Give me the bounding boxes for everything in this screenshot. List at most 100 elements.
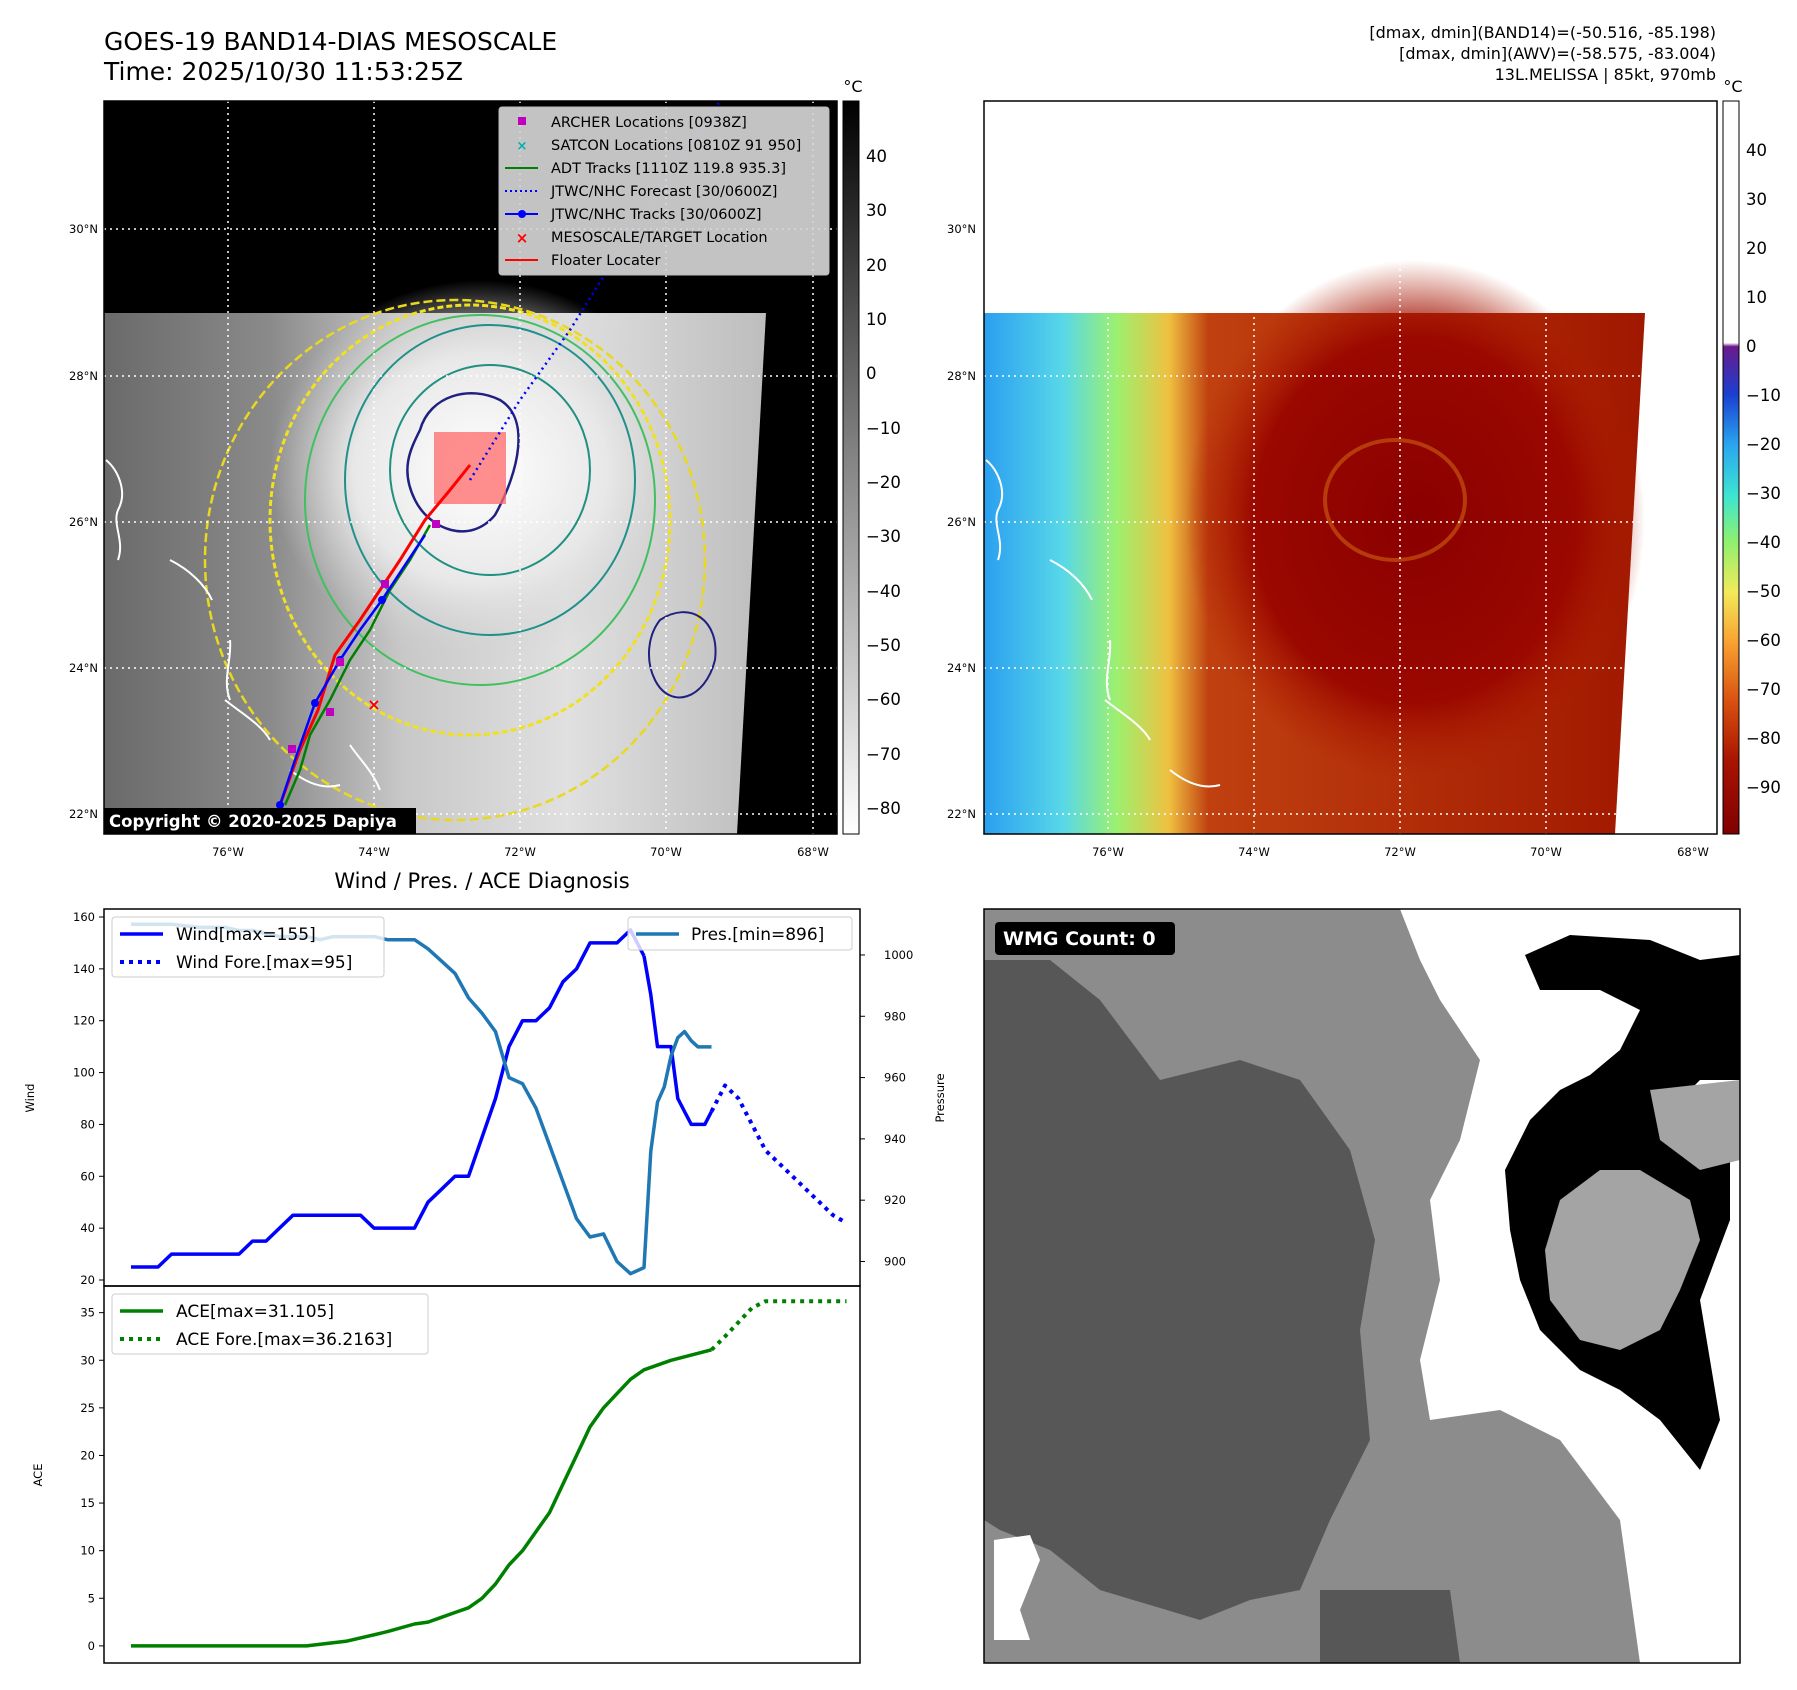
- archer-points: [288, 520, 440, 753]
- ace-ytick-label: 5: [88, 1591, 95, 1605]
- ace-legend-box: [111, 1293, 429, 1355]
- ir-panel: × ARCHER Locations [0938Z] × SATCON Loca…: [69, 77, 901, 859]
- awv-cb-tick: 40: [1746, 141, 1767, 160]
- wmg-gray-core: [1545, 1170, 1700, 1350]
- awv-lat-label: 24°N: [947, 661, 976, 675]
- awv-panel: °C 40 30 20 10 0 −10 −20 −30 −40 −50 −60…: [947, 77, 1781, 859]
- wmg-dark-region-south: [1320, 1590, 1460, 1663]
- legend-marker-nhc-dot: [518, 210, 526, 218]
- awv-cb-tick: −60: [1746, 631, 1781, 650]
- awv-cb-tick: −90: [1746, 778, 1781, 797]
- ir-cb-tick: −60: [866, 690, 901, 709]
- legend-floater: Floater Locater: [551, 253, 660, 269]
- pressure-legend: Pres.[min=896]: [627, 916, 853, 951]
- ir-colorbar-unit: °C: [843, 77, 862, 96]
- ir-lon-label: 72°W: [504, 845, 536, 859]
- awv-lat-label: 26°N: [947, 515, 976, 529]
- wind-legend-box: [111, 916, 385, 978]
- legend-target: MESOSCALE/TARGET Location: [551, 230, 768, 246]
- awv-lon-label: 74°W: [1238, 845, 1270, 859]
- contour-navy-east: [648, 611, 717, 699]
- awv-cb-tick: −50: [1746, 582, 1781, 601]
- ace-lines: [131, 1299, 847, 1648]
- ir-legend-box: [498, 106, 830, 276]
- ir-cb-tick: 0: [866, 364, 877, 383]
- contour-green: [304, 314, 656, 686]
- wmg-frame: [983, 908, 1741, 1664]
- ace-ytick-label: 10: [80, 1544, 95, 1558]
- legend-marker-archer: [518, 117, 526, 125]
- wind-ytick-label: 160: [73, 910, 95, 924]
- pressure-yticks: 900 920 940 960 980 1000: [860, 948, 913, 1268]
- ir-cb-tick: −10: [866, 419, 901, 438]
- ir-colorbar-ticks: 40 30 20 10 0 −10 −20 −30 −40 −50 −60 −7…: [866, 147, 901, 818]
- awv-cb-tick: −20: [1746, 435, 1781, 454]
- ir-cb-tick: −30: [866, 527, 901, 546]
- floater-locater-track: [278, 464, 472, 806]
- awv-cb-tick: 0: [1746, 337, 1757, 356]
- ace-ytick-label: 15: [80, 1496, 95, 1510]
- wmg-white-region-sw: [994, 1535, 1040, 1640]
- wmg-gray-upper: [1650, 1080, 1740, 1170]
- wind-ytick-label: 60: [80, 1169, 95, 1183]
- awv-lat-labels: 30°N 28°N 26°N 24°N 22°N: [947, 222, 976, 821]
- contour-teal: [344, 324, 636, 636]
- awv-lon-label: 72°W: [1384, 845, 1416, 859]
- ir-lat-label: 22°N: [69, 807, 98, 821]
- copyright-text: Copyright © 2020-2025 Dapiya: [109, 812, 397, 831]
- stats-line-2: [dmax, dmin](AWV)=(-58.575, -83.004): [1399, 44, 1716, 63]
- legend-archer: ARCHER Locations [0938Z]: [551, 115, 747, 131]
- wind-legend-label: Wind[max=155]: [176, 925, 316, 945]
- contour-yellow-outer: [203, 298, 707, 822]
- series-line-1: [642, 955, 714, 1127]
- ace-frame: [103, 1285, 861, 1664]
- awv-colorbar-unit: °C: [1723, 77, 1742, 96]
- pressure-ytick-label: 1000: [884, 948, 913, 962]
- ace-legend: ACE[max=31.105] ACE Fore.[max=36.2163]: [111, 1293, 429, 1355]
- copyright-box: [104, 808, 416, 834]
- ir-cb-tick: −50: [866, 636, 901, 655]
- ir-cb-tick: −40: [866, 582, 901, 601]
- ir-frame: [103, 100, 838, 835]
- stats-line-3: 13L.MELISSA | 85kt, 970mb: [1495, 65, 1716, 84]
- awv-colorbar-ticks: 40 30 20 10 0 −10 −20 −30 −40 −50 −60 −7…: [1746, 141, 1781, 797]
- ace-fore-legend-label: ACE Fore.[max=36.2163]: [176, 1330, 392, 1350]
- awv-lat-label: 22°N: [947, 807, 976, 821]
- ace-ylabel: ACE: [31, 1464, 45, 1487]
- ir-cb-tick: −70: [866, 745, 901, 764]
- awv-frame: [983, 100, 1718, 835]
- ir-lat-label: 24°N: [69, 661, 98, 675]
- ace-ytick-label: 25: [80, 1401, 95, 1415]
- awv-cb-tick: −10: [1746, 386, 1781, 405]
- wind-legend: Wind[max=155] Wind Fore.[max=95]: [111, 916, 385, 978]
- ir-legend: ARCHER Locations [0938Z] × SATCON Locati…: [498, 106, 830, 276]
- contour-navy: [406, 392, 520, 533]
- ir-lon-label: 70°W: [650, 845, 682, 859]
- wind-ytick-label: 20: [80, 1273, 95, 1287]
- mesoscale-target-box: [434, 432, 506, 504]
- wind-fore-legend-label: Wind Fore.[max=95]: [176, 953, 352, 973]
- awv-lon-labels: 76°W 74°W 72°W 70°W 68°W: [1092, 845, 1709, 859]
- awv-cb-tick: 10: [1746, 288, 1767, 307]
- ace-ytick-label: 30: [80, 1353, 95, 1367]
- series-line-0: [131, 928, 646, 1269]
- awv-cb-tick: 20: [1746, 239, 1767, 258]
- stats-line-1: [dmax, dmin](BAND14)=(-50.516, -85.198): [1369, 23, 1716, 42]
- awv-lon-label: 68°W: [1677, 845, 1709, 859]
- awv-cb-tick: 30: [1746, 190, 1767, 209]
- ace-legend-label: ACE[max=31.105]: [176, 1302, 334, 1322]
- ace-yticks: 0 5 10 15 20 25 30 35: [80, 1306, 104, 1653]
- ace-series-line-0: [131, 1348, 712, 1648]
- legend-nhc-track: JTWC/NHC Tracks [30/0600Z]: [550, 207, 762, 223]
- ace-axes: ACE 0 5 10 15 20 25 30 35 ACE[max=31.105] ACE F…: [31, 1285, 861, 1664]
- awv-core: [1185, 260, 1645, 780]
- legend-forecast: JTWC/NHC Forecast [30/0600Z]: [550, 184, 777, 200]
- pressure-ytick-label: 940: [884, 1132, 906, 1146]
- ir-lat-label: 30°N: [69, 222, 98, 236]
- wmg-count-label: WMG Count: 0: [1003, 928, 1156, 950]
- ace-ytick-label: 35: [80, 1306, 95, 1320]
- nhc-track: [278, 534, 427, 806]
- awv-colorbar: [1722, 100, 1740, 835]
- adt-track: [283, 524, 432, 806]
